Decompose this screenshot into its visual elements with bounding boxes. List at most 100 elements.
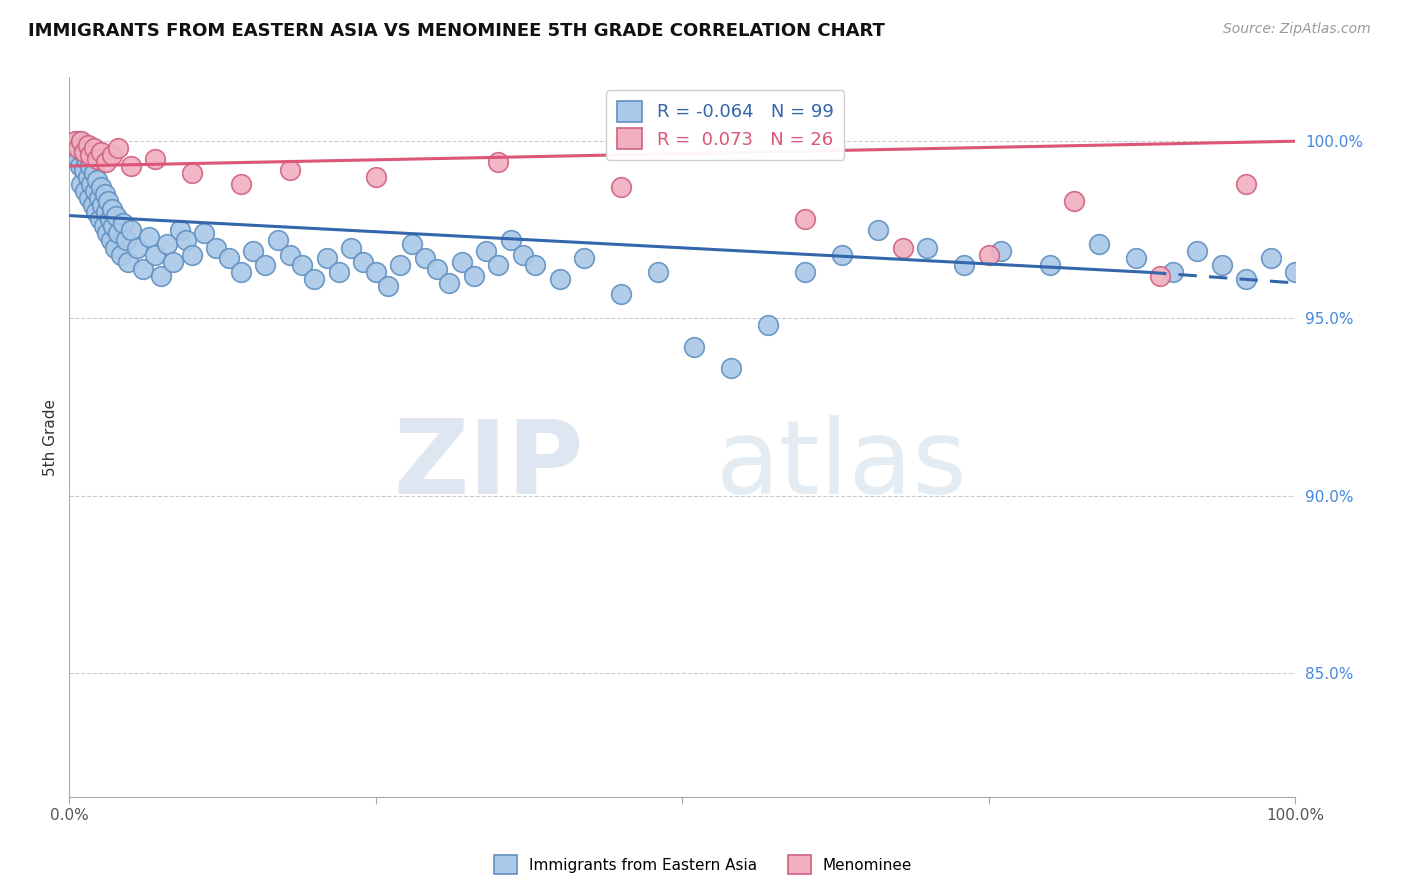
Point	[94, 205, 117, 219]
Point	[75, 184, 97, 198]
Point	[76, 169, 98, 184]
Point	[94, 155, 117, 169]
Point	[868, 223, 890, 237]
Point	[990, 244, 1012, 258]
Point	[793, 265, 815, 279]
Point	[91, 198, 114, 212]
Text: ZIP: ZIP	[394, 416, 583, 516]
Point	[104, 209, 127, 223]
Point	[340, 240, 363, 254]
Point	[218, 251, 240, 265]
Point	[364, 265, 387, 279]
Point	[73, 162, 96, 177]
Point	[90, 145, 112, 159]
Point	[1185, 244, 1208, 258]
Point	[304, 272, 326, 286]
Point	[499, 234, 522, 248]
Point	[156, 237, 179, 252]
Point	[174, 234, 197, 248]
Point	[107, 141, 129, 155]
Point	[97, 194, 120, 209]
Point	[486, 258, 509, 272]
Point	[101, 148, 124, 162]
Point	[77, 191, 100, 205]
Point	[193, 227, 215, 241]
Point	[524, 258, 547, 272]
Point	[76, 137, 98, 152]
Point	[977, 247, 1000, 261]
Point	[389, 258, 412, 272]
Point	[1161, 265, 1184, 279]
Point	[107, 227, 129, 241]
Y-axis label: 5th Grade: 5th Grade	[44, 399, 58, 475]
Point	[831, 247, 853, 261]
Point	[89, 212, 111, 227]
Point	[143, 247, 166, 261]
Point	[720, 361, 742, 376]
Point	[426, 261, 449, 276]
Point	[278, 247, 301, 261]
Point	[610, 180, 633, 194]
Point	[1149, 268, 1171, 283]
Point	[278, 162, 301, 177]
Point	[439, 276, 461, 290]
Point	[132, 261, 155, 276]
Point	[610, 286, 633, 301]
Point	[266, 234, 288, 248]
Point	[377, 279, 399, 293]
Point	[1234, 272, 1257, 286]
Point	[143, 152, 166, 166]
Text: IMMIGRANTS FROM EASTERN ASIA VS MENOMINEE 5TH GRADE CORRELATION CHART: IMMIGRANTS FROM EASTERN ASIA VS MENOMINE…	[28, 22, 884, 40]
Point	[793, 212, 815, 227]
Point	[73, 145, 96, 159]
Point	[150, 268, 173, 283]
Point	[1063, 194, 1085, 209]
Point	[1125, 251, 1147, 265]
Point	[79, 159, 101, 173]
Point	[82, 198, 104, 212]
Point	[72, 145, 94, 159]
Point	[475, 244, 498, 258]
Point	[125, 240, 148, 254]
Point	[100, 234, 122, 248]
Point	[66, 152, 89, 166]
Point	[83, 166, 105, 180]
Point	[80, 177, 103, 191]
Point	[120, 223, 142, 237]
Point	[70, 134, 93, 148]
Text: atlas: atlas	[716, 416, 967, 516]
Point	[84, 205, 107, 219]
Point	[90, 180, 112, 194]
Point	[205, 240, 228, 254]
Point	[86, 152, 108, 166]
Point	[450, 254, 472, 268]
Point	[254, 258, 277, 272]
Point	[65, 134, 87, 148]
Point	[756, 318, 779, 333]
Point	[328, 265, 350, 279]
Point	[463, 268, 485, 283]
Point	[112, 216, 135, 230]
Point	[96, 227, 118, 241]
Point	[83, 141, 105, 155]
Point	[180, 247, 202, 261]
Point	[229, 177, 252, 191]
Point	[138, 230, 160, 244]
Legend: R = -0.064   N = 99, R =  0.073   N = 26: R = -0.064 N = 99, R = 0.073 N = 26	[606, 90, 844, 160]
Point	[291, 258, 314, 272]
Point	[180, 166, 202, 180]
Point	[66, 141, 89, 155]
Point	[413, 251, 436, 265]
Point	[104, 240, 127, 254]
Point	[162, 254, 184, 268]
Point	[953, 258, 976, 272]
Point	[65, 141, 87, 155]
Point	[70, 177, 93, 191]
Point	[84, 184, 107, 198]
Point	[891, 240, 914, 254]
Point	[93, 219, 115, 234]
Point	[1284, 265, 1306, 279]
Point	[86, 173, 108, 187]
Point	[98, 212, 121, 227]
Point	[917, 240, 939, 254]
